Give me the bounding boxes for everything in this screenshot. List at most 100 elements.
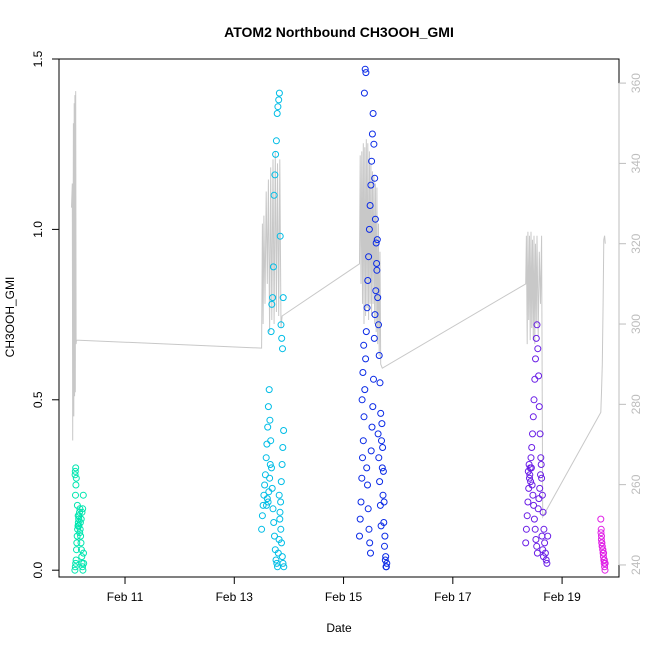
- data-point-flight-4: [522, 539, 530, 547]
- data-point-flight-4: [536, 484, 544, 492]
- data-point-flight-4: [526, 471, 534, 479]
- data-point-flight-4: [540, 553, 547, 561]
- data-point-flight-4: [523, 512, 531, 520]
- y-tick-label: 0.0: [31, 562, 45, 579]
- data-point-flight-2: [274, 549, 282, 557]
- data-point-flight-4: [537, 471, 544, 479]
- data-point-flight-1: [73, 539, 81, 547]
- data-point-flight-2: [266, 461, 274, 468]
- data-point-flight-4: [533, 542, 541, 550]
- data-point-flight-2: [272, 137, 280, 145]
- data-point-flight-3: [378, 464, 386, 472]
- data-point-flight-4: [536, 430, 544, 438]
- x-axis: Feb 11 Feb 13 Feb 15 Feb 17 Feb 19: [107, 576, 581, 604]
- data-point-flight-5: [597, 525, 605, 533]
- data-point-flight-2: [275, 89, 283, 97]
- data-point-flight-3: [369, 403, 377, 411]
- data-point-flight-1: [77, 546, 85, 554]
- data-point-flight-4: [530, 501, 538, 509]
- chart-title: ATOM2 Northbound CH3OOH_GMI: [224, 24, 454, 40]
- data-point-flight-2: [269, 294, 277, 302]
- data-point-flight-3: [372, 287, 380, 295]
- data-point-flight-4: [529, 491, 537, 499]
- data-point-flight-3: [379, 467, 387, 475]
- y-tick-label: 0.5: [31, 391, 45, 408]
- data-point-flight-2: [262, 454, 270, 462]
- data-point-flight-3: [367, 181, 375, 189]
- x-axis-label: Date: [326, 621, 352, 635]
- data-point-flight-1: [76, 525, 84, 533]
- data-point-flight-5: [601, 559, 609, 567]
- data-point-flight-2: [277, 498, 285, 506]
- data-point-flight-1: [72, 474, 80, 482]
- data-point-flight-3: [375, 454, 383, 462]
- data-point-flight-3: [358, 474, 366, 482]
- data-point-flight-2: [280, 563, 288, 571]
- data-point-flight-4: [532, 334, 540, 342]
- data-point-flight-1: [77, 539, 85, 547]
- data-point-flight-3: [360, 89, 368, 97]
- data-point-flight-2: [278, 334, 286, 342]
- data-point-flight-3: [376, 379, 384, 387]
- data-point-flight-2: [261, 481, 269, 489]
- data-point-flight-2: [263, 501, 270, 509]
- x-tick-label: Feb 13: [216, 590, 254, 604]
- data-point-flight-3: [362, 69, 370, 77]
- data-point-flight-4: [533, 549, 541, 557]
- y-tick-label: 1.5: [31, 50, 45, 67]
- data-point-flight-3: [360, 341, 368, 349]
- data-point-flight-3: [361, 65, 369, 73]
- data-point-flight-3: [365, 253, 373, 261]
- data-point-flight-4: [526, 474, 533, 482]
- data-point-flight-4: [537, 461, 545, 468]
- data-point-flight-4: [529, 430, 536, 438]
- data-point-flight-2: [261, 471, 269, 479]
- data-point-flight-3: [360, 413, 368, 421]
- data-point-flight-2: [268, 464, 275, 472]
- data-point-flight-1: [73, 546, 80, 554]
- data-point-flight-3: [365, 225, 373, 233]
- data-point-flight-4: [527, 454, 535, 462]
- data-point-flight-4: [543, 559, 551, 567]
- right-tick-label: 320: [629, 233, 643, 253]
- data-point-flight-4: [531, 375, 539, 383]
- data-point-flight-5: [597, 515, 605, 523]
- data-point-flight-2: [272, 150, 280, 158]
- data-point-flight-2: [277, 525, 285, 533]
- data-point-flight-1: [72, 464, 80, 472]
- data-point-flight-2: [263, 495, 271, 503]
- data-point-flight-1: [79, 566, 87, 574]
- right-axis-line-series: [71, 91, 606, 519]
- data-point-flight-5: [599, 546, 607, 554]
- data-point-flight-3: [368, 130, 376, 138]
- data-point-flight-5: [599, 553, 607, 561]
- data-point-flight-4: [541, 539, 549, 547]
- data-point-flight-4: [527, 464, 535, 472]
- data-point-flight-1: [78, 553, 86, 561]
- data-point-flight-3: [367, 549, 374, 557]
- data-point-flight-1: [77, 532, 85, 540]
- data-point-flight-3: [380, 498, 388, 506]
- x-tick-label: Feb 19: [543, 590, 581, 604]
- data-point-flight-3: [382, 553, 390, 561]
- data-point-flight-2: [263, 440, 271, 448]
- data-point-flight-3: [376, 501, 384, 509]
- data-point-flight-2: [264, 403, 272, 411]
- data-point-flight-3: [359, 369, 367, 376]
- data-point-flight-3: [373, 260, 381, 267]
- data-point-flight-1: [72, 491, 79, 499]
- data-point-flight-3: [367, 447, 375, 455]
- data-point-flight-2: [268, 300, 276, 308]
- data-point-flight-2: [264, 423, 272, 431]
- data-point-flight-1: [71, 566, 79, 574]
- data-point-flight-2: [279, 294, 287, 302]
- data-point-flight-3: [379, 491, 387, 499]
- data-point-flight-3: [358, 396, 366, 404]
- data-point-flight-4: [537, 454, 545, 462]
- data-point-flight-4: [525, 484, 533, 492]
- data-point-flight-1: [75, 515, 83, 523]
- data-point-flight-4: [534, 345, 542, 353]
- data-point-flight-2: [280, 427, 288, 434]
- data-point-flight-2: [269, 263, 277, 271]
- data-point-flight-3: [374, 430, 382, 438]
